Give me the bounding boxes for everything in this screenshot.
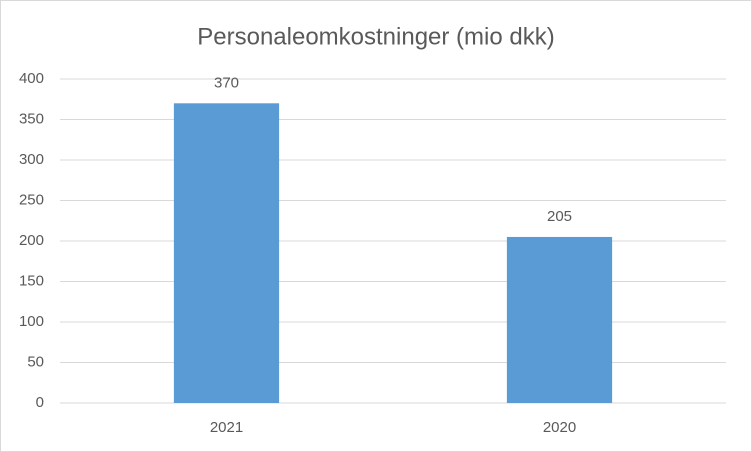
y-tick-label: 400 bbox=[19, 70, 44, 87]
y-tick-label: 300 bbox=[19, 151, 44, 168]
y-tick-label: 150 bbox=[19, 272, 44, 289]
y-tick-label: 50 bbox=[27, 353, 44, 370]
bar bbox=[506, 236, 613, 403]
data-label: 370 bbox=[214, 74, 239, 91]
y-tick-label: 0 bbox=[36, 394, 44, 411]
data-label: 205 bbox=[547, 208, 572, 225]
y-tick-label: 200 bbox=[19, 232, 44, 249]
y-tick-label: 100 bbox=[19, 313, 44, 330]
chart-title: Personaleomkostninger (mio dkk) bbox=[197, 23, 554, 50]
bar bbox=[173, 103, 280, 404]
y-tick-label: 250 bbox=[19, 191, 44, 208]
x-tick-label: 2021 bbox=[210, 419, 243, 436]
x-tick-label: 2020 bbox=[543, 419, 576, 436]
y-tick-label: 350 bbox=[19, 110, 44, 127]
